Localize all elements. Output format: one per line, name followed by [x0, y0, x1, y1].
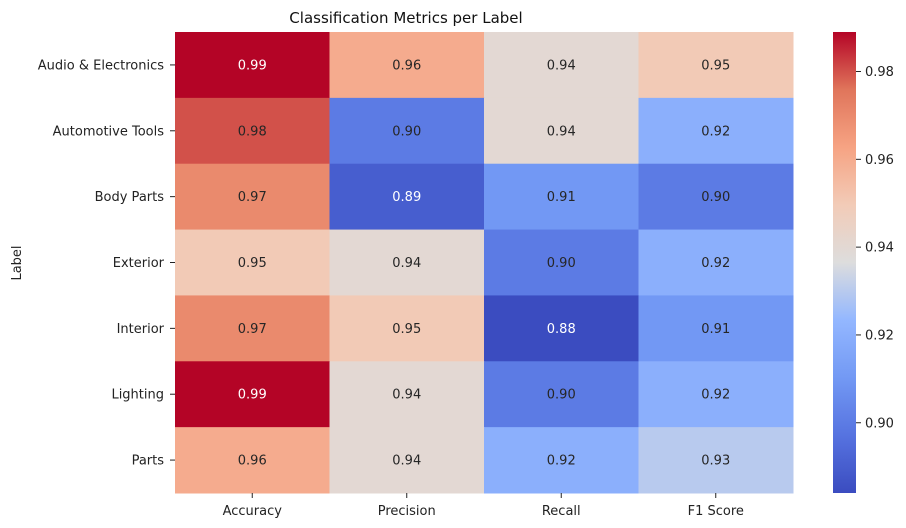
cell-value-label: 0.97 — [238, 190, 267, 205]
cell-value-label: 0.94 — [392, 256, 421, 271]
chart-title: Classification Metrics per Label — [289, 9, 522, 27]
heatmap-cell — [329, 229, 485, 296]
heatmap-cell — [329, 295, 485, 362]
cell-value-label: 0.95 — [701, 58, 730, 73]
heatmap-cell — [175, 163, 330, 231]
cell-value-label: 0.96 — [392, 58, 421, 73]
heatmap-cell — [638, 32, 794, 99]
colorbar — [833, 32, 856, 493]
colorbar-tick-label: 0.96 — [865, 153, 894, 168]
heatmap-cell — [484, 229, 639, 296]
colorbar-ticks: 0.90 0.92 0.94 0.96 0.98 — [856, 65, 894, 431]
colorbar-tick-label: 0.94 — [865, 241, 894, 256]
heatmap-cell — [329, 163, 485, 231]
cell-value-label: 0.99 — [238, 388, 267, 403]
heatmap-cell — [484, 361, 639, 428]
heatmap-cell — [329, 97, 485, 165]
cell-value-label: 0.91 — [547, 190, 576, 205]
colorbar-tick-label: 0.98 — [865, 65, 894, 80]
cell-value-label: 0.95 — [392, 322, 421, 337]
cell-value-label: 0.88 — [547, 322, 576, 337]
cell-value-label: 0.99 — [238, 58, 267, 73]
heatmap-cell — [638, 97, 794, 165]
cell-value-label: 0.92 — [701, 124, 730, 139]
column-tick-label: F1 Score — [688, 504, 744, 519]
cell-value-label: 0.98 — [238, 124, 267, 139]
heatmap-cell — [484, 32, 639, 99]
heatmap-cell — [638, 163, 794, 231]
heatmap-cell — [175, 32, 330, 99]
cell-value-label: 0.92 — [547, 454, 576, 469]
heatmap-cell-labels: 0.99 0.96 0.94 0.95 0.98 0.90 0.94 0.92 0.97 0.89… — [238, 58, 730, 468]
heatmap-cell — [175, 427, 330, 494]
row-tick-label: Body Parts — [95, 190, 165, 205]
row-tick-labels: Audio & Electronics Automotive Tools Body … — [38, 58, 175, 469]
heatmap-cell — [175, 97, 330, 165]
heatmap-cell — [175, 229, 330, 296]
heatmap-cell — [638, 361, 794, 428]
column-tick-labels: Accuracy Precision Recall F1 Score — [223, 493, 744, 519]
heatmap-cell — [175, 295, 330, 362]
heatmap-cell — [638, 229, 794, 296]
row-tick-label: Audio & Electronics — [38, 58, 164, 73]
row-tick-label: Exterior — [113, 256, 165, 271]
heatmap-cell — [329, 361, 485, 428]
heatmap-cell — [484, 427, 639, 494]
cell-value-label: 0.94 — [392, 388, 421, 403]
cell-value-label: 0.93 — [701, 454, 730, 469]
cell-value-label: 0.97 — [238, 322, 267, 337]
cell-value-label: 0.94 — [392, 454, 421, 469]
column-tick-label: Precision — [378, 504, 436, 519]
cell-value-label: 0.94 — [547, 124, 576, 139]
row-tick-label: Automotive Tools — [53, 124, 165, 139]
heatmap-cell — [329, 32, 485, 99]
cell-value-label: 0.90 — [547, 388, 576, 403]
heatmap-cell — [484, 295, 639, 362]
colorbar-tick-label: 0.92 — [865, 328, 894, 343]
heatmap-cell — [484, 97, 639, 165]
cell-value-label: 0.90 — [392, 124, 421, 139]
cell-value-label: 0.89 — [392, 190, 421, 205]
colorbar-tick-label: 0.90 — [865, 416, 894, 431]
heatmap-cell — [638, 295, 794, 362]
cell-value-label: 0.96 — [238, 454, 267, 469]
cell-value-label: 0.90 — [701, 190, 730, 205]
cell-value-label: 0.95 — [238, 256, 267, 271]
heatmap-cell — [638, 427, 794, 494]
column-tick-label: Accuracy — [223, 504, 283, 519]
cell-value-label: 0.92 — [701, 256, 730, 271]
heatmap-cell — [484, 163, 639, 231]
heatmap-cells — [175, 32, 794, 494]
heatmap-cell — [329, 427, 485, 494]
column-tick-label: Recall — [542, 504, 581, 519]
cell-value-label: 0.90 — [547, 256, 576, 271]
cell-value-label: 0.94 — [547, 58, 576, 73]
heatmap-cell — [175, 361, 330, 428]
row-tick-label: Interior — [117, 322, 165, 337]
row-tick-label: Lighting — [111, 388, 164, 403]
row-tick-label: Parts — [132, 454, 165, 469]
cell-value-label: 0.92 — [701, 388, 730, 403]
y-axis-label: Label — [10, 245, 25, 280]
cell-value-label: 0.91 — [701, 322, 730, 337]
